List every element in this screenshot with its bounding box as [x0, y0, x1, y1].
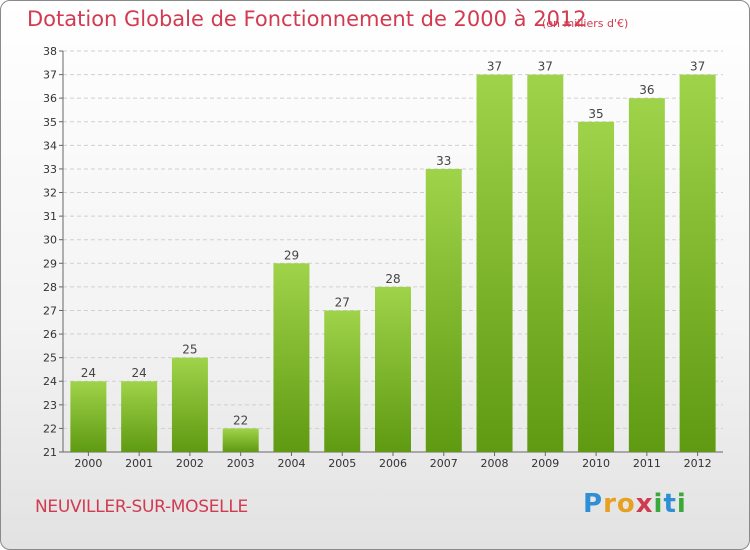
x-tick-label: 2003: [227, 457, 255, 470]
bar-2003: [222, 428, 259, 452]
chart-title: Dotation Globale de Fonctionnement de 20…: [27, 7, 587, 31]
data-label: 24: [132, 366, 147, 380]
bar-2007: [425, 168, 462, 453]
y-tick-label: 23: [43, 399, 57, 412]
x-tick-label: 2001: [125, 457, 153, 470]
data-label: 22: [233, 413, 248, 427]
y-tick-label: 31: [43, 210, 57, 223]
bar-2006: [375, 286, 411, 452]
data-label: 24: [81, 366, 96, 380]
bar-2001: [121, 381, 158, 452]
x-tick-label: 2008: [481, 457, 509, 470]
y-tick-label: 34: [43, 139, 57, 152]
bar-2005: [324, 310, 361, 452]
logo-letter: o: [616, 489, 636, 519]
data-label: 28: [385, 272, 400, 286]
bar-2012: [679, 74, 716, 453]
data-label: 29: [284, 248, 299, 262]
y-tick-label: 32: [43, 187, 57, 200]
bar-2009: [527, 74, 564, 453]
bar-2011: [628, 98, 665, 453]
y-tick-label: 27: [43, 304, 57, 317]
y-tick-label: 25: [43, 352, 57, 365]
data-label: 33: [436, 154, 451, 168]
logo-letter: i: [653, 489, 664, 519]
y-tick-label: 21: [43, 446, 57, 459]
y-tick-label: 36: [43, 92, 57, 105]
y-tick-label: 38: [43, 45, 57, 58]
y-tick-label: 35: [43, 116, 57, 129]
x-tick-label: 2010: [582, 457, 610, 470]
bar-2000: [70, 381, 107, 452]
data-label: 27: [335, 295, 350, 309]
data-label: 37: [690, 60, 705, 74]
logo-letter: r: [603, 489, 617, 519]
logo-letter: i: [676, 489, 687, 519]
bar-2004: [273, 263, 310, 452]
unit-note: (en milliers d'€): [542, 17, 629, 30]
y-tick-label: 26: [43, 328, 57, 341]
x-tick-label: 2000: [74, 457, 102, 470]
y-tick-label: 33: [43, 163, 57, 176]
logo-letter: x: [635, 489, 654, 519]
commune-name: NEUVILLER-SUR-MOSELLE: [35, 497, 248, 517]
proxiti-logo: Proxiti: [583, 489, 687, 519]
y-tick-label: 30: [43, 234, 57, 247]
x-tick-label: 2012: [684, 457, 712, 470]
logo-letter: P: [583, 489, 604, 519]
bar-2002: [171, 357, 208, 452]
data-label: 37: [487, 60, 502, 74]
data-label: 35: [588, 107, 603, 121]
y-tick-label: 22: [43, 422, 57, 435]
bar-2010: [578, 121, 615, 452]
y-tick-label: 29: [43, 257, 57, 270]
data-label: 25: [182, 343, 197, 357]
x-tick-label: 2005: [328, 457, 356, 470]
data-label: 37: [538, 60, 553, 74]
x-tick-label: 2007: [430, 457, 458, 470]
y-tick-label: 37: [43, 69, 57, 82]
y-tick-label: 24: [43, 375, 57, 388]
data-label: 36: [639, 83, 654, 97]
x-tick-label: 2002: [176, 457, 204, 470]
logo-letter: t: [663, 489, 677, 519]
x-tick-label: 2011: [633, 457, 661, 470]
x-tick-label: 2004: [277, 457, 305, 470]
x-tick-label: 2009: [531, 457, 559, 470]
x-tick-label: 2006: [379, 457, 407, 470]
y-tick-label: 28: [43, 281, 57, 294]
labels: 21 22 23 24 25 26 27 28 29 30 31 32 33 34 35 36 37 38 2000…: [43, 45, 712, 470]
bar-2008: [476, 74, 513, 453]
bars: [70, 74, 716, 453]
